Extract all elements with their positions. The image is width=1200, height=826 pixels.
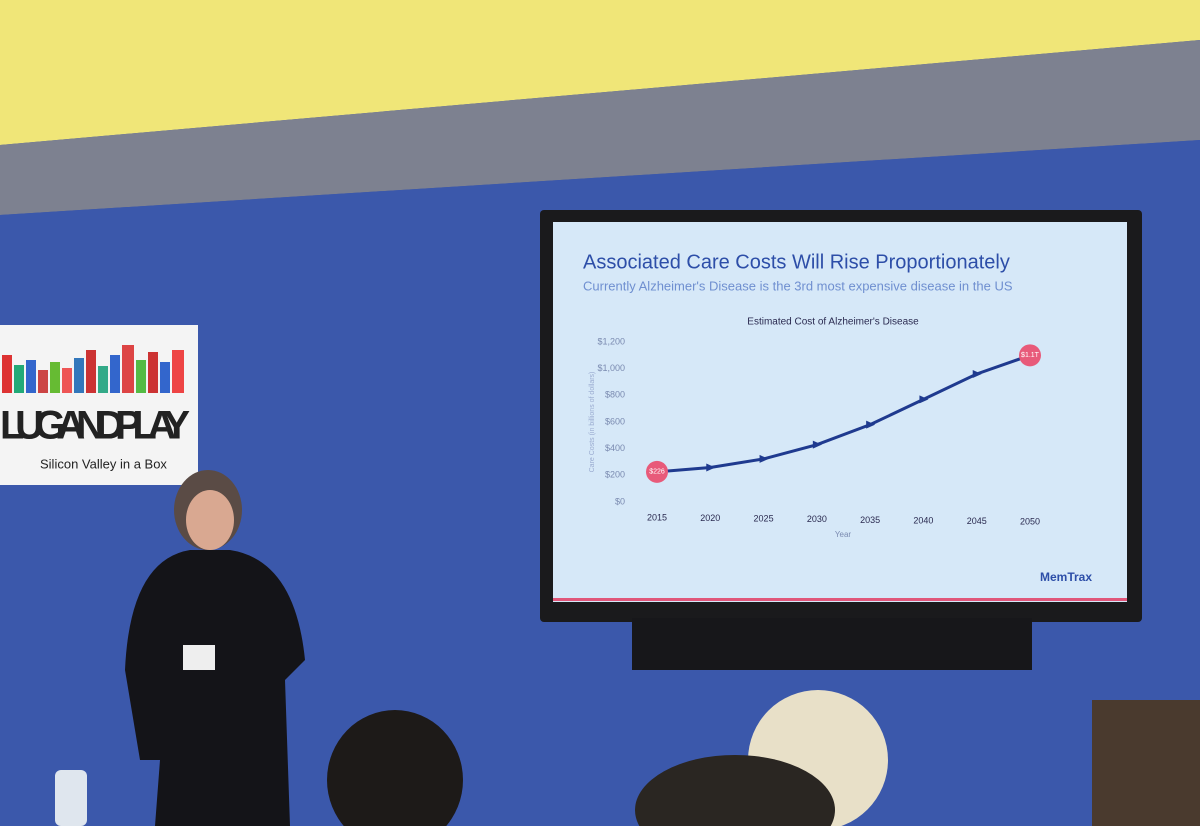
slide-subtitle: Currently Alzheimer's Disease is the 3rd… — [583, 278, 1013, 293]
value-badge — [1019, 344, 1041, 367]
slide-stripe — [553, 598, 1127, 601]
slide-title: Associated Care Costs Will Rise Proporti… — [583, 251, 1010, 273]
y-tick-label: $1,200 — [597, 336, 625, 346]
banner — [0, 325, 198, 485]
marker — [972, 370, 982, 378]
speaker — [125, 470, 305, 826]
slide — [553, 222, 1127, 602]
brand: MemTrax — [1040, 570, 1092, 584]
x-tick-label: 2035 — [860, 515, 880, 525]
x-tick-label: 2045 — [967, 516, 987, 526]
value-label: $226 — [649, 469, 665, 476]
y-tick-label: $600 — [605, 416, 625, 426]
y-tick-label: $0 — [615, 496, 625, 506]
podium — [1092, 700, 1200, 826]
chart: Estimated Cost of Alzheimer's Disease Ye… — [589, 317, 1041, 539]
marker — [866, 420, 876, 429]
x-tick-label: 2050 — [1020, 517, 1040, 527]
x-tick-label: 2020 — [700, 513, 720, 523]
y-tick-label: $800 — [605, 390, 625, 400]
chart-title: Estimated Cost of Alzheimer's Disease — [747, 317, 919, 328]
line — [656, 353, 1031, 474]
x-tick-label: 2025 — [754, 514, 774, 524]
value-badge — [646, 460, 668, 483]
marker — [812, 440, 822, 449]
value-label: $1.1T — [1021, 352, 1040, 359]
marker — [759, 454, 769, 463]
y-tick-label: $1,000 — [597, 363, 625, 373]
audience-head — [635, 755, 835, 826]
x-axis-label: Year — [835, 530, 852, 539]
x-tick-label: 2015 — [647, 512, 667, 522]
audience-head — [327, 710, 463, 826]
y-tick-label: $200 — [605, 470, 625, 480]
y-tick-label: $400 — [605, 443, 625, 453]
banner-skyline — [2, 345, 184, 393]
marker — [919, 395, 929, 404]
banner-tagline: Silicon Valley in a Box — [40, 456, 167, 471]
soundbar — [632, 618, 1032, 670]
ceiling-wall — [0, 0, 1200, 145]
marker — [706, 463, 716, 472]
water-bottle — [55, 770, 87, 826]
banner-logo: LUGANDPLAY — [0, 404, 190, 448]
x-tick-label: 2040 — [913, 515, 933, 525]
y-axis-label: Care Costs (in billions of dollars) — [589, 372, 596, 473]
x-tick-label: 2030 — [807, 514, 827, 524]
ceiling — [0, 40, 1200, 215]
